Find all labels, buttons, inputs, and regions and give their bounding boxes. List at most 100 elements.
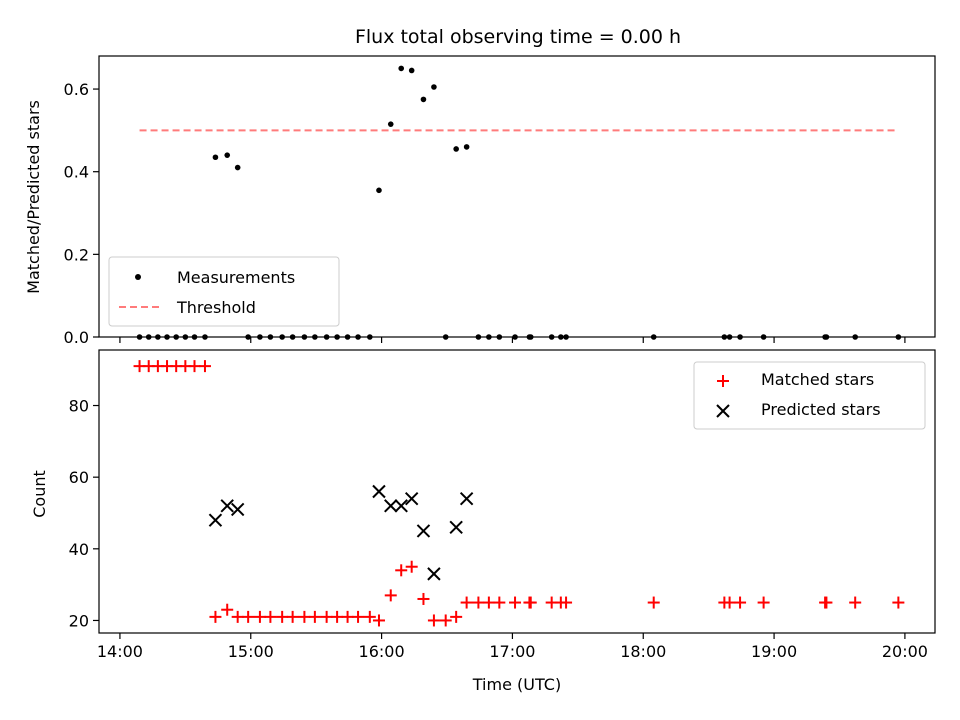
matched-stars-point bbox=[242, 610, 255, 623]
measurements-point bbox=[420, 96, 427, 103]
matched-stars-point bbox=[352, 610, 365, 623]
matched-stars-point bbox=[892, 596, 905, 609]
bottom-panel-legend: Matched stars Predicted stars bbox=[693, 361, 926, 430]
bottom-panel: 20 40 60 80 14:00 15:00 16:00 17:00 18:00 19:00 2… bbox=[30, 349, 936, 694]
x-tick-label: 16:00 bbox=[359, 642, 405, 661]
matched-stars-point bbox=[460, 596, 473, 609]
matched-stars-point bbox=[723, 596, 736, 609]
predicted-stars-point bbox=[372, 484, 386, 499]
measurements-point bbox=[212, 154, 219, 161]
x-tick-label: 20:00 bbox=[882, 642, 928, 661]
predicted-stars-point bbox=[220, 499, 234, 513]
predicted-stars-point bbox=[404, 491, 419, 506]
measurements-point bbox=[431, 84, 437, 90]
legend-marker-predicted-stars bbox=[716, 404, 730, 418]
bottom-panel-x-ticks: 14:00 15:00 16:00 17:00 18:00 19:00 20:00 bbox=[97, 633, 928, 661]
matched-stars-point bbox=[221, 603, 234, 616]
bottom-panel-y-ticks: 20 40 60 80 bbox=[69, 397, 99, 630]
measurements-point bbox=[398, 65, 405, 72]
matched-stars-point bbox=[524, 596, 537, 609]
top-panel: 0.0 0.2 0.4 0.6 Matched/Predicted stars Mea… bbox=[24, 55, 936, 347]
matched-stars-point bbox=[395, 564, 408, 577]
matched-stars-point bbox=[734, 596, 747, 609]
matched-stars-point bbox=[188, 360, 201, 373]
measurements-point bbox=[463, 144, 470, 150]
measurements-point bbox=[376, 187, 382, 194]
series-matched-stars bbox=[133, 360, 905, 627]
predicted-stars-point bbox=[427, 567, 441, 581]
matched-stars-point bbox=[231, 610, 244, 623]
top-y-tick-label: 0.2 bbox=[64, 245, 89, 264]
bottom-y-tick-label: 20 bbox=[69, 611, 89, 630]
legend-label-predicted-stars: Predicted stars bbox=[761, 400, 881, 419]
matched-stars-point bbox=[264, 610, 277, 623]
matched-stars-point bbox=[509, 596, 522, 609]
top-panel-frame bbox=[98, 55, 936, 338]
matched-stars-point bbox=[757, 596, 770, 609]
measurements-point bbox=[387, 121, 394, 127]
top-y-tick-label: 0.0 bbox=[64, 328, 89, 347]
matched-stars-point bbox=[405, 560, 418, 573]
chart-title: Flux total observing time = 0.00 h bbox=[355, 26, 681, 48]
top-panel-y-axis-label: Matched/Predicted stars bbox=[24, 100, 43, 294]
bottom-y-tick-label: 40 bbox=[69, 540, 89, 559]
matched-stars-point bbox=[427, 614, 440, 627]
predicted-stars-point bbox=[208, 513, 223, 527]
legend-label-matched-stars: Matched stars bbox=[761, 370, 874, 389]
matched-stars-point bbox=[849, 596, 862, 609]
predicted-stars-point bbox=[384, 499, 398, 513]
x-tick-label: 17:00 bbox=[489, 642, 535, 661]
predicted-stars-point bbox=[416, 524, 431, 538]
predicted-stars-point bbox=[394, 499, 408, 513]
matched-stars-point bbox=[417, 592, 430, 605]
legend-label-measurements: Measurements bbox=[177, 268, 295, 287]
bottom-panel-y-axis-label: Count bbox=[30, 470, 49, 518]
bottom-y-tick-label: 80 bbox=[69, 397, 89, 416]
bottom-y-tick-label: 60 bbox=[69, 468, 89, 487]
top-legend-box bbox=[108, 256, 340, 327]
predicted-stars-point bbox=[459, 491, 474, 506]
matched-stars-point bbox=[331, 610, 344, 623]
matched-stars-point bbox=[286, 610, 299, 623]
matched-stars-point bbox=[209, 610, 222, 623]
matched-stars-point bbox=[298, 610, 311, 623]
bottom-panel-frame bbox=[98, 349, 936, 634]
bottom-panel-marks bbox=[133, 360, 905, 627]
matched-stars-point bbox=[320, 610, 333, 623]
matched-stars-point bbox=[363, 610, 376, 623]
measurements-point bbox=[408, 67, 415, 74]
matched-stars-point bbox=[560, 596, 573, 609]
measurements-point bbox=[453, 146, 459, 152]
x-tick-label: 19:00 bbox=[751, 642, 797, 661]
matched-stars-point bbox=[308, 610, 321, 623]
top-panel-legend: Measurements Threshold bbox=[108, 256, 340, 327]
legend-label-threshold: Threshold bbox=[176, 298, 256, 317]
legend-marker-matched-stars bbox=[717, 375, 729, 387]
matched-stars-point bbox=[384, 589, 397, 602]
top-panel-x-ticks bbox=[119, 337, 906, 343]
x-tick-label: 18:00 bbox=[620, 642, 666, 661]
matched-stars-point bbox=[276, 610, 289, 623]
predicted-stars-point bbox=[449, 520, 463, 535]
top-panel-y-ticks: 0.0 0.2 0.4 0.6 bbox=[64, 80, 99, 347]
top-y-tick-label: 0.6 bbox=[64, 80, 89, 99]
matched-stars-point bbox=[493, 596, 506, 609]
matched-stars-point bbox=[198, 360, 211, 373]
bottom-legend-box bbox=[693, 361, 926, 430]
matched-stars-point bbox=[372, 614, 385, 627]
legend-marker-measurements bbox=[135, 274, 141, 280]
matched-stars-point bbox=[482, 596, 495, 609]
x-axis-label: Time (UTC) bbox=[472, 675, 561, 694]
top-y-tick-label: 0.4 bbox=[64, 163, 89, 182]
series-predicted-stars bbox=[208, 484, 474, 581]
x-tick-label: 15:00 bbox=[228, 642, 274, 661]
matched-stars-point bbox=[439, 614, 452, 627]
predicted-stars-point bbox=[230, 502, 245, 517]
matched-stars-point bbox=[472, 596, 485, 609]
matched-stars-point bbox=[341, 610, 354, 623]
measurements-point bbox=[234, 164, 241, 171]
matched-stars-point bbox=[820, 596, 833, 609]
x-tick-label: 14:00 bbox=[97, 642, 143, 661]
